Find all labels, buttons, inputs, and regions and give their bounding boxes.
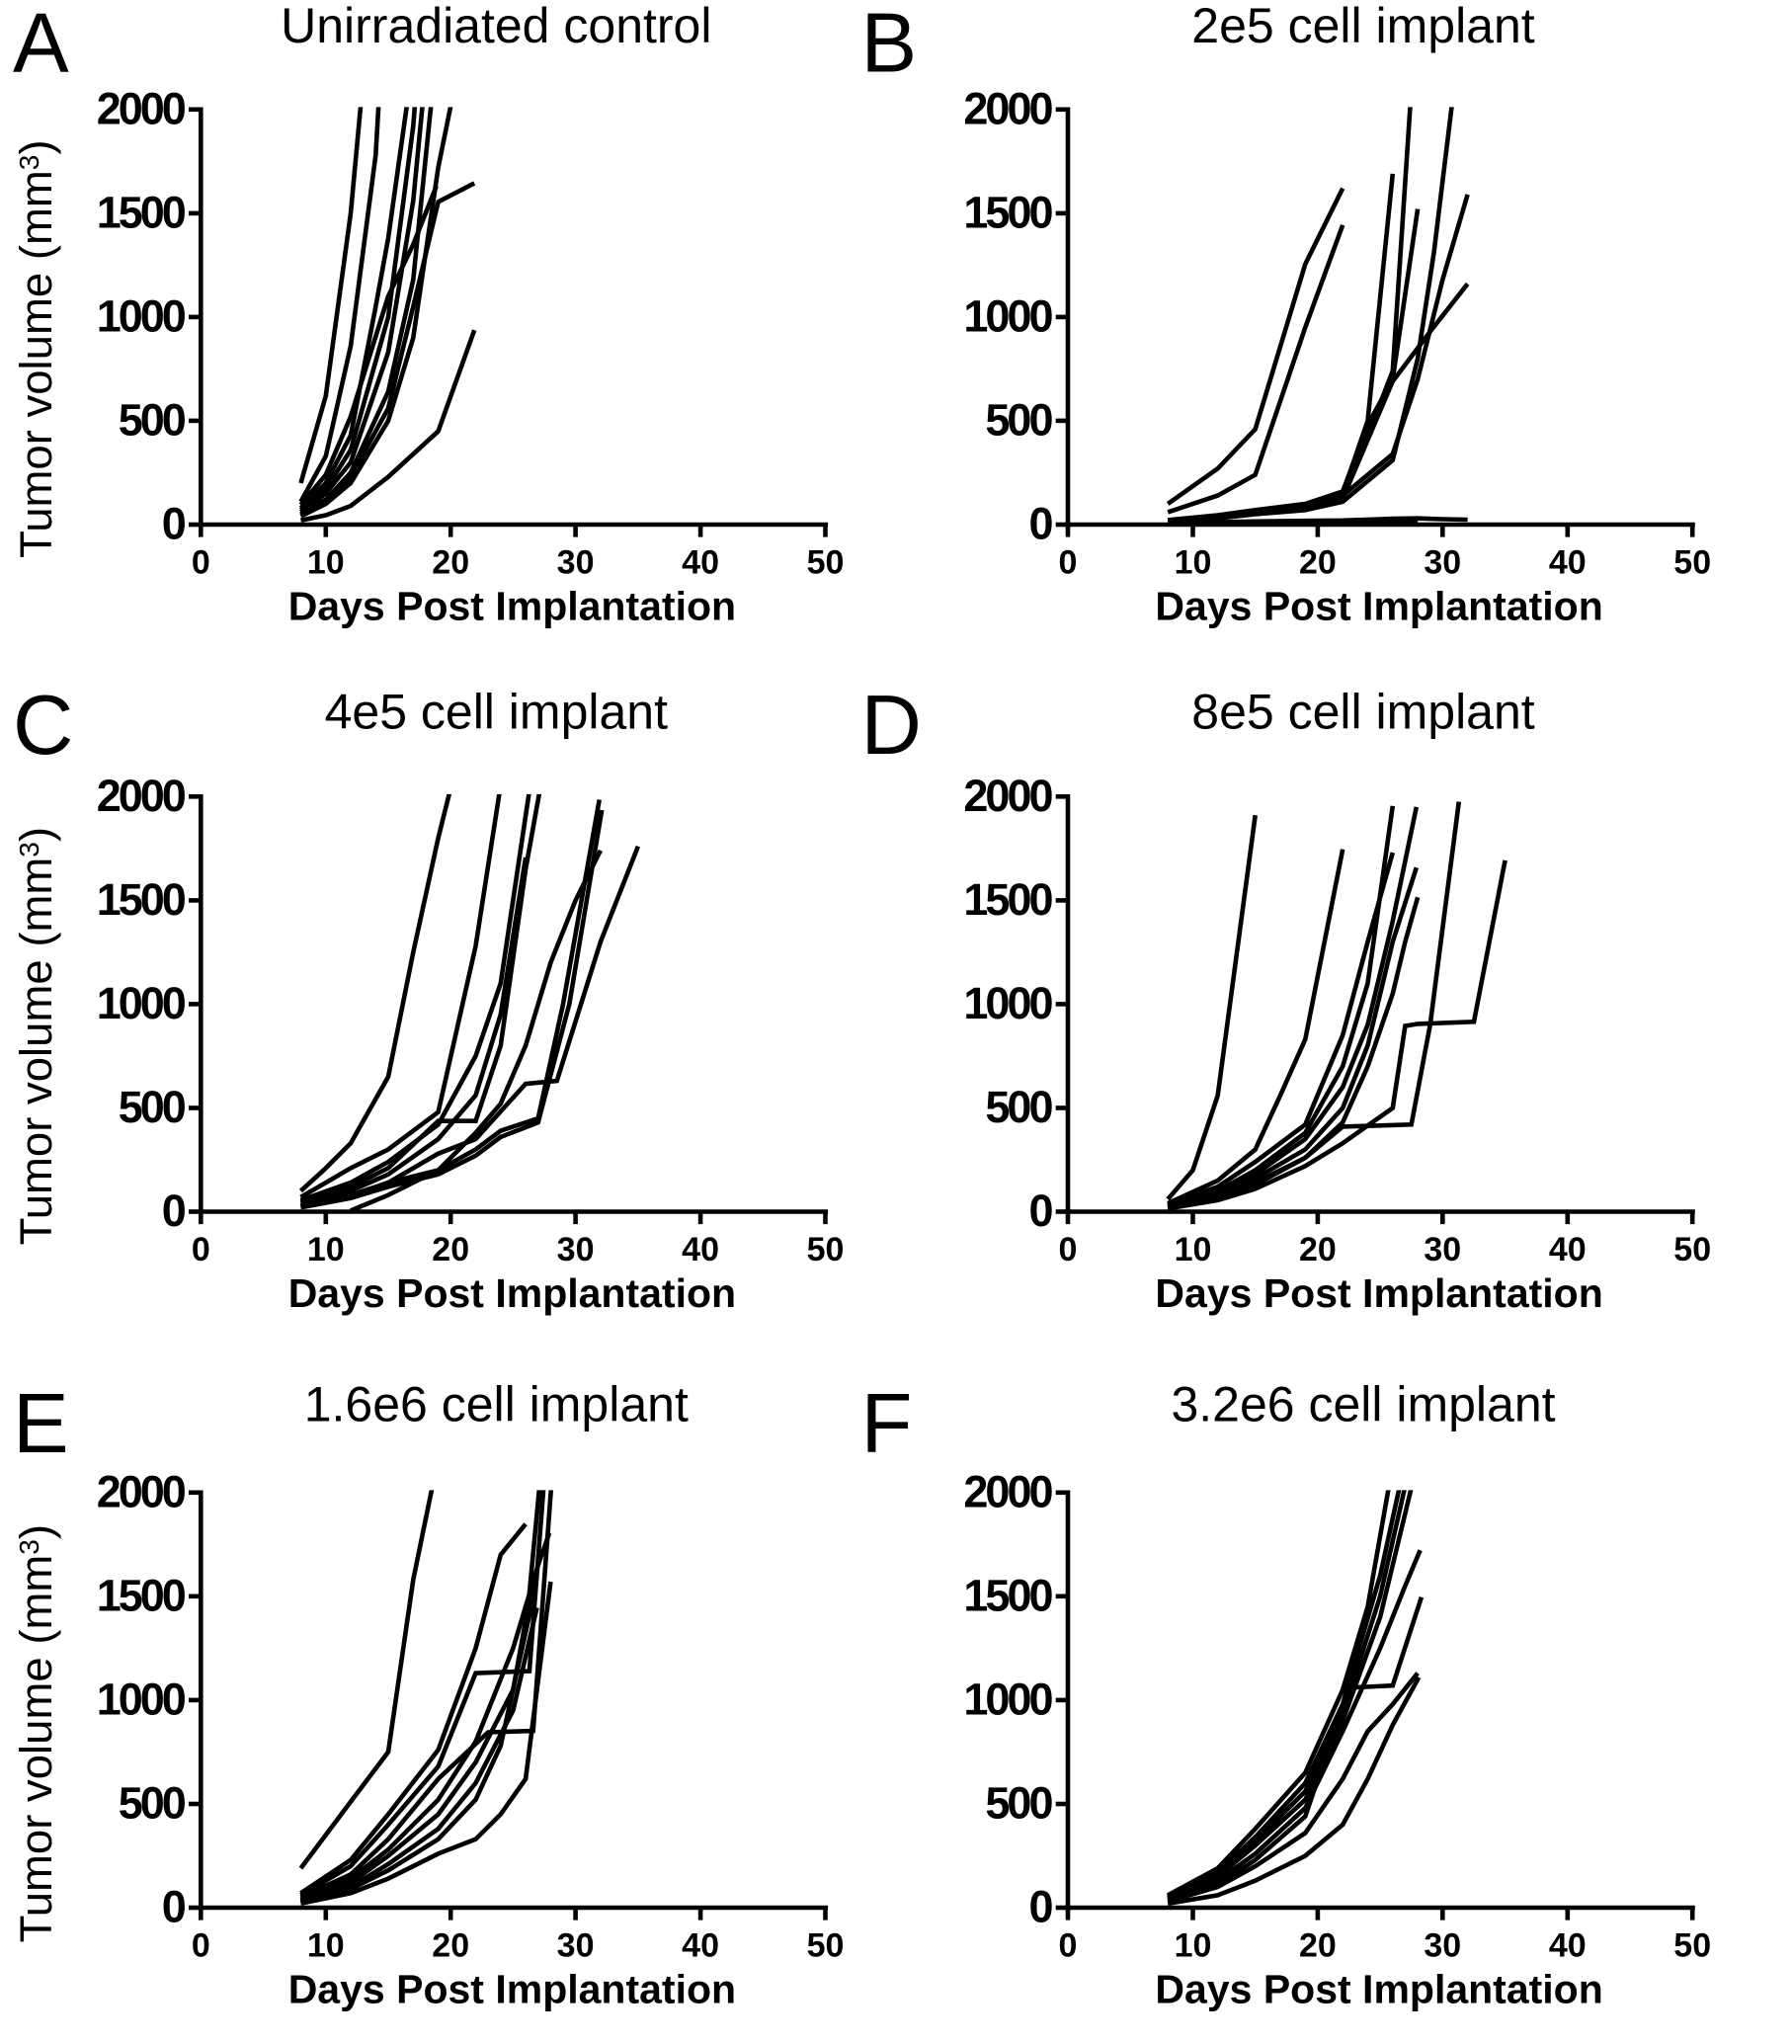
svg-text:10: 10	[1175, 1927, 1212, 1965]
svg-text:1000: 1000	[963, 290, 1052, 341]
svg-text:1500: 1500	[963, 1570, 1052, 1620]
svg-text:30: 30	[557, 1231, 595, 1268]
svg-text:Days Post Implantation: Days Post Implantation	[288, 1967, 736, 2012]
svg-text:0: 0	[192, 544, 210, 582]
svg-text:1.6e6 cell implant: 1.6e6 cell implant	[304, 1377, 689, 1432]
svg-text:40: 40	[1549, 1231, 1587, 1268]
svg-text:40: 40	[1549, 1927, 1587, 1965]
svg-text:30: 30	[1424, 544, 1461, 582]
svg-text:500: 500	[985, 1082, 1052, 1132]
svg-text:10: 10	[1175, 544, 1212, 582]
svg-text:1000: 1000	[963, 978, 1052, 1028]
svg-text:A: A	[13, 0, 69, 90]
svg-text:Days Post Implantation: Days Post Implantation	[1155, 584, 1602, 629]
svg-text:50: 50	[807, 544, 845, 582]
svg-text:0: 0	[1059, 544, 1078, 582]
svg-text:40: 40	[682, 1927, 719, 1965]
svg-text:B: B	[861, 0, 918, 90]
svg-text:8e5 cell implant: 8e5 cell implant	[1191, 685, 1535, 740]
svg-text:1000: 1000	[97, 1674, 186, 1724]
svg-text:500: 500	[985, 1778, 1052, 1829]
svg-text:Tumor volume (mm3): Tumor volume (mm3)	[11, 1524, 61, 1942]
svg-text:30: 30	[557, 1927, 595, 1965]
svg-text:F: F	[861, 1377, 913, 1471]
svg-text:500: 500	[119, 394, 186, 445]
svg-text:20: 20	[432, 544, 469, 582]
svg-text:0: 0	[192, 1927, 210, 1965]
svg-text:40: 40	[682, 544, 719, 582]
svg-text:Unirradiated control: Unirradiated control	[281, 0, 711, 53]
svg-text:50: 50	[807, 1231, 845, 1268]
svg-text:Days Post Implantation: Days Post Implantation	[288, 1270, 736, 1316]
svg-text:0: 0	[1028, 499, 1052, 549]
svg-text:0: 0	[162, 1186, 186, 1236]
svg-text:20: 20	[432, 1927, 469, 1965]
svg-text:0: 0	[162, 499, 186, 549]
svg-text:20: 20	[432, 1231, 469, 1268]
svg-text:500: 500	[985, 394, 1052, 445]
svg-text:0: 0	[192, 1231, 210, 1268]
svg-text:Days Post Implantation: Days Post Implantation	[1155, 1270, 1602, 1316]
svg-text:0: 0	[1028, 1882, 1052, 1932]
svg-text:0: 0	[1059, 1231, 1078, 1268]
svg-text:0: 0	[162, 1882, 186, 1932]
svg-text:40: 40	[682, 1231, 719, 1268]
svg-text:40: 40	[1549, 544, 1587, 582]
svg-text:Tumor volume (mm3): Tumor volume (mm3)	[11, 827, 61, 1245]
svg-text:50: 50	[807, 1927, 845, 1965]
svg-text:50: 50	[1673, 544, 1711, 582]
svg-text:3.2e6 cell implant: 3.2e6 cell implant	[1171, 1377, 1555, 1432]
svg-text:E: E	[13, 1377, 69, 1471]
svg-text:2000: 2000	[963, 771, 1052, 821]
svg-text:10: 10	[307, 544, 345, 582]
svg-text:2e5 cell implant: 2e5 cell implant	[1191, 0, 1535, 53]
svg-text:20: 20	[1299, 1231, 1337, 1268]
svg-text:1500: 1500	[963, 874, 1052, 925]
svg-text:Tumor volume (mm3): Tumor volume (mm3)	[11, 139, 61, 557]
svg-text:500: 500	[119, 1778, 186, 1829]
svg-text:30: 30	[1424, 1927, 1461, 1965]
svg-text:30: 30	[1424, 1231, 1461, 1268]
svg-text:0: 0	[1028, 1186, 1052, 1236]
svg-text:Days Post Implantation: Days Post Implantation	[1155, 1967, 1602, 2012]
svg-text:30: 30	[557, 544, 595, 582]
svg-text:4e5 cell implant: 4e5 cell implant	[325, 685, 669, 740]
svg-text:20: 20	[1299, 1927, 1337, 1965]
svg-text:1500: 1500	[963, 187, 1052, 237]
svg-text:10: 10	[307, 1231, 345, 1268]
svg-text:1000: 1000	[963, 1674, 1052, 1724]
svg-text:2000: 2000	[963, 83, 1052, 133]
svg-text:2000: 2000	[97, 1466, 186, 1516]
svg-text:1500: 1500	[97, 1570, 186, 1620]
svg-text:50: 50	[1673, 1231, 1711, 1268]
svg-text:1500: 1500	[97, 187, 186, 237]
svg-text:50: 50	[1673, 1927, 1711, 1965]
svg-text:500: 500	[119, 1082, 186, 1132]
svg-text:1500: 1500	[97, 874, 186, 925]
svg-text:Days Post Implantation: Days Post Implantation	[288, 584, 736, 629]
svg-text:C: C	[13, 679, 73, 773]
svg-text:2000: 2000	[97, 771, 186, 821]
svg-text:1000: 1000	[97, 290, 186, 341]
svg-text:10: 10	[1175, 1231, 1212, 1268]
svg-text:D: D	[861, 679, 922, 773]
svg-text:20: 20	[1299, 544, 1337, 582]
svg-text:2000: 2000	[97, 83, 186, 133]
svg-text:1000: 1000	[97, 978, 186, 1028]
svg-text:2000: 2000	[963, 1466, 1052, 1516]
svg-text:10: 10	[307, 1927, 345, 1965]
svg-text:0: 0	[1059, 1927, 1078, 1965]
